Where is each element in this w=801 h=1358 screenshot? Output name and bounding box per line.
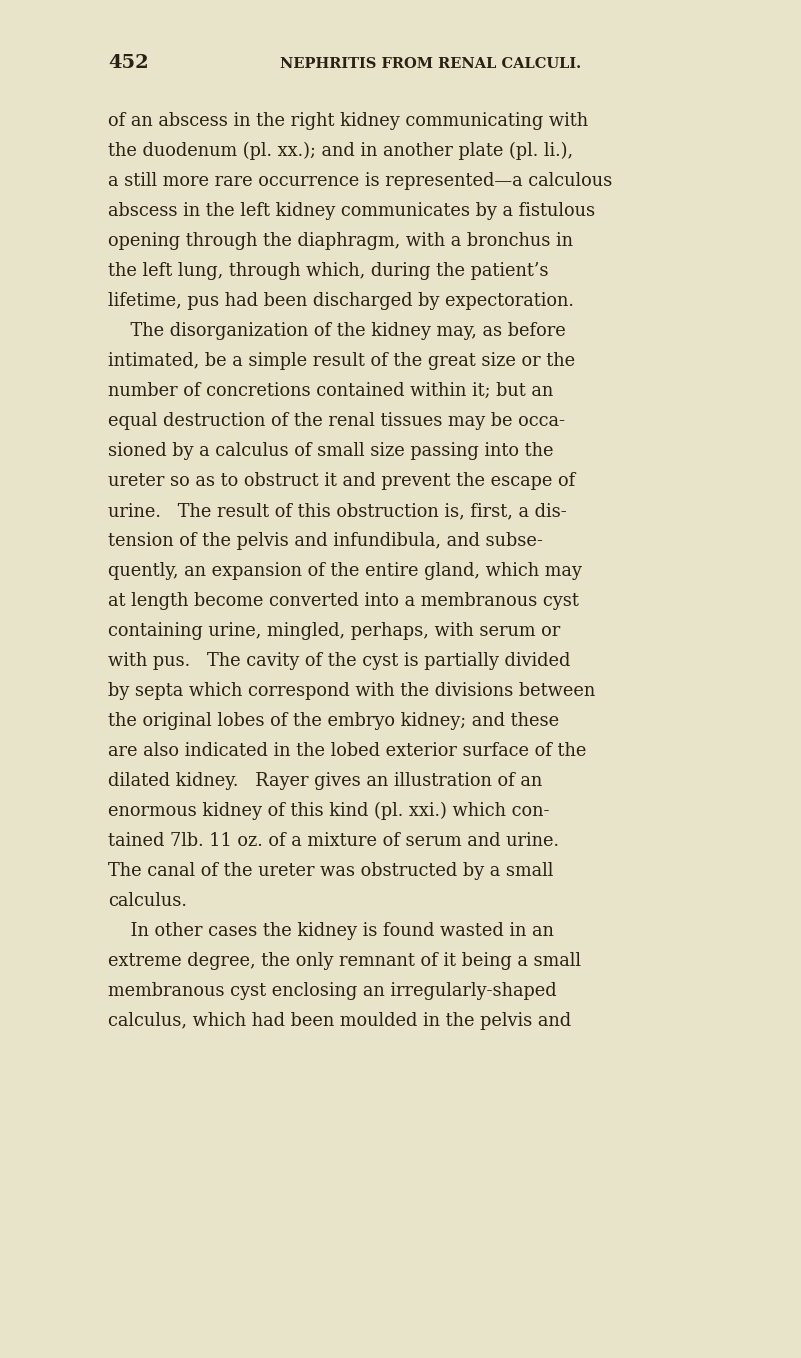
Text: enormous kidney of this kind (pl. xxi.) which con-: enormous kidney of this kind (pl. xxi.) … — [108, 803, 549, 820]
Text: intimated, be a simple result of the great size or the: intimated, be a simple result of the gre… — [108, 352, 575, 369]
Text: are also indicated in the lobed exterior surface of the: are also indicated in the lobed exterior… — [108, 741, 586, 760]
Text: The canal of the ureter was obstructed by a small: The canal of the ureter was obstructed b… — [108, 862, 553, 880]
Text: extreme degree, the only remnant of it being a small: extreme degree, the only remnant of it b… — [108, 952, 581, 970]
Text: sioned by a calculus of small size passing into the: sioned by a calculus of small size passi… — [108, 441, 553, 460]
Text: opening through the diaphragm, with a bronchus in: opening through the diaphragm, with a br… — [108, 232, 573, 250]
Text: abscess in the left kidney communicates by a fistulous: abscess in the left kidney communicates … — [108, 202, 595, 220]
Text: tension of the pelvis and infundibula, and subse-: tension of the pelvis and infundibula, a… — [108, 532, 543, 550]
Text: containing urine, mingled, perhaps, with serum or: containing urine, mingled, perhaps, with… — [108, 622, 560, 640]
Text: The disorganization of the kidney may, as before: The disorganization of the kidney may, a… — [108, 322, 566, 340]
Text: calculus, which had been moulded in the pelvis and: calculus, which had been moulded in the … — [108, 1012, 571, 1029]
Text: the left lung, through which, during the patient’s: the left lung, through which, during the… — [108, 262, 549, 280]
Text: tained 7lb. 11 oz. of a mixture of serum and urine.: tained 7lb. 11 oz. of a mixture of serum… — [108, 832, 559, 850]
Text: membranous cyst enclosing an irregularly-shaped: membranous cyst enclosing an irregularly… — [108, 982, 557, 999]
Text: a still more rare occurrence is represented—a calculous: a still more rare occurrence is represen… — [108, 172, 612, 190]
Text: the original lobes of the embryo kidney; and these: the original lobes of the embryo kidney;… — [108, 712, 559, 731]
Text: In other cases the kidney is found wasted in an: In other cases the kidney is found waste… — [108, 922, 553, 940]
Text: by septa which correspond with the divisions between: by septa which correspond with the divis… — [108, 682, 595, 699]
Text: 452: 452 — [108, 54, 149, 72]
Text: number of concretions contained within it; but an: number of concretions contained within i… — [108, 382, 553, 401]
Text: urine.   The result of this obstruction is, first, a dis-: urine. The result of this obstruction is… — [108, 502, 567, 520]
Text: of an abscess in the right kidney communicating with: of an abscess in the right kidney commun… — [108, 111, 588, 130]
Text: lifetime, pus had been discharged by expectoration.: lifetime, pus had been discharged by exp… — [108, 292, 574, 310]
Text: at length become converted into a membranous cyst: at length become converted into a membra… — [108, 592, 579, 610]
Text: the duodenum (pl. xx.); and in another plate (pl. li.),: the duodenum (pl. xx.); and in another p… — [108, 143, 574, 160]
Text: quently, an expansion of the entire gland, which may: quently, an expansion of the entire glan… — [108, 562, 582, 580]
Text: with pus.   The cavity of the cyst is partially divided: with pus. The cavity of the cyst is part… — [108, 652, 570, 669]
Text: ureter so as to obstruct it and prevent the escape of: ureter so as to obstruct it and prevent … — [108, 473, 575, 490]
Text: calculus.: calculus. — [108, 892, 187, 910]
Text: dilated kidney.   Rayer gives an illustration of an: dilated kidney. Rayer gives an illustrat… — [108, 771, 542, 790]
Text: equal destruction of the renal tissues may be occa-: equal destruction of the renal tissues m… — [108, 411, 565, 430]
Text: NEPHRITIS FROM RENAL CALCULI.: NEPHRITIS FROM RENAL CALCULI. — [280, 57, 581, 71]
